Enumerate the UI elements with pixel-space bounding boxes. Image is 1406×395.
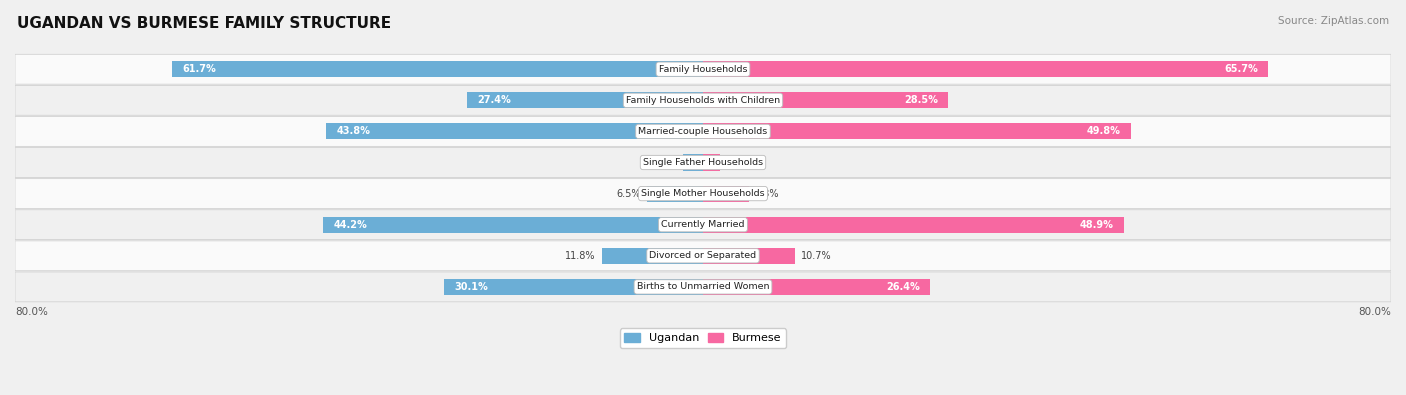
Bar — [703, 123, 1132, 139]
Bar — [444, 279, 703, 295]
Bar — [683, 154, 703, 171]
Text: 2.0%: 2.0% — [727, 158, 751, 167]
Text: 28.5%: 28.5% — [904, 95, 938, 105]
Text: 6.5%: 6.5% — [617, 188, 641, 199]
Text: 26.4%: 26.4% — [886, 282, 920, 292]
Text: 44.2%: 44.2% — [333, 220, 367, 230]
Text: Married-couple Households: Married-couple Households — [638, 127, 768, 136]
Bar — [703, 61, 1268, 77]
FancyBboxPatch shape — [15, 210, 1391, 240]
Text: 27.4%: 27.4% — [478, 95, 512, 105]
FancyBboxPatch shape — [15, 148, 1391, 177]
Text: 43.8%: 43.8% — [336, 126, 371, 136]
Text: 30.1%: 30.1% — [454, 282, 488, 292]
Bar — [703, 92, 948, 108]
Bar — [703, 186, 748, 202]
Text: 5.3%: 5.3% — [755, 188, 779, 199]
Text: Family Households with Children: Family Households with Children — [626, 96, 780, 105]
Bar — [173, 61, 703, 77]
Text: 2.3%: 2.3% — [652, 158, 678, 167]
Text: Single Father Households: Single Father Households — [643, 158, 763, 167]
Legend: Ugandan, Burmese: Ugandan, Burmese — [620, 328, 786, 348]
FancyBboxPatch shape — [15, 241, 1391, 271]
FancyBboxPatch shape — [15, 117, 1391, 146]
FancyBboxPatch shape — [15, 272, 1391, 302]
Text: 65.7%: 65.7% — [1225, 64, 1258, 74]
FancyBboxPatch shape — [15, 179, 1391, 209]
Text: 48.9%: 48.9% — [1080, 220, 1114, 230]
Text: 49.8%: 49.8% — [1087, 126, 1121, 136]
Text: 61.7%: 61.7% — [183, 64, 217, 74]
Text: Family Households: Family Households — [659, 65, 747, 74]
Bar — [323, 216, 703, 233]
Text: Births to Unmarried Women: Births to Unmarried Women — [637, 282, 769, 292]
Bar — [602, 248, 703, 264]
Text: 80.0%: 80.0% — [1358, 307, 1391, 318]
Bar — [703, 279, 929, 295]
Text: Divorced or Separated: Divorced or Separated — [650, 251, 756, 260]
FancyBboxPatch shape — [15, 54, 1391, 84]
Bar — [703, 154, 720, 171]
Text: Currently Married: Currently Married — [661, 220, 745, 229]
Text: Single Mother Households: Single Mother Households — [641, 189, 765, 198]
Text: 80.0%: 80.0% — [15, 307, 48, 318]
Text: 11.8%: 11.8% — [565, 251, 596, 261]
Text: Source: ZipAtlas.com: Source: ZipAtlas.com — [1278, 16, 1389, 26]
Text: UGANDAN VS BURMESE FAMILY STRUCTURE: UGANDAN VS BURMESE FAMILY STRUCTURE — [17, 16, 391, 31]
Bar — [703, 248, 794, 264]
FancyBboxPatch shape — [15, 85, 1391, 115]
Bar — [647, 186, 703, 202]
Bar — [326, 123, 703, 139]
Bar — [467, 92, 703, 108]
Bar — [703, 216, 1123, 233]
Text: 10.7%: 10.7% — [801, 251, 832, 261]
